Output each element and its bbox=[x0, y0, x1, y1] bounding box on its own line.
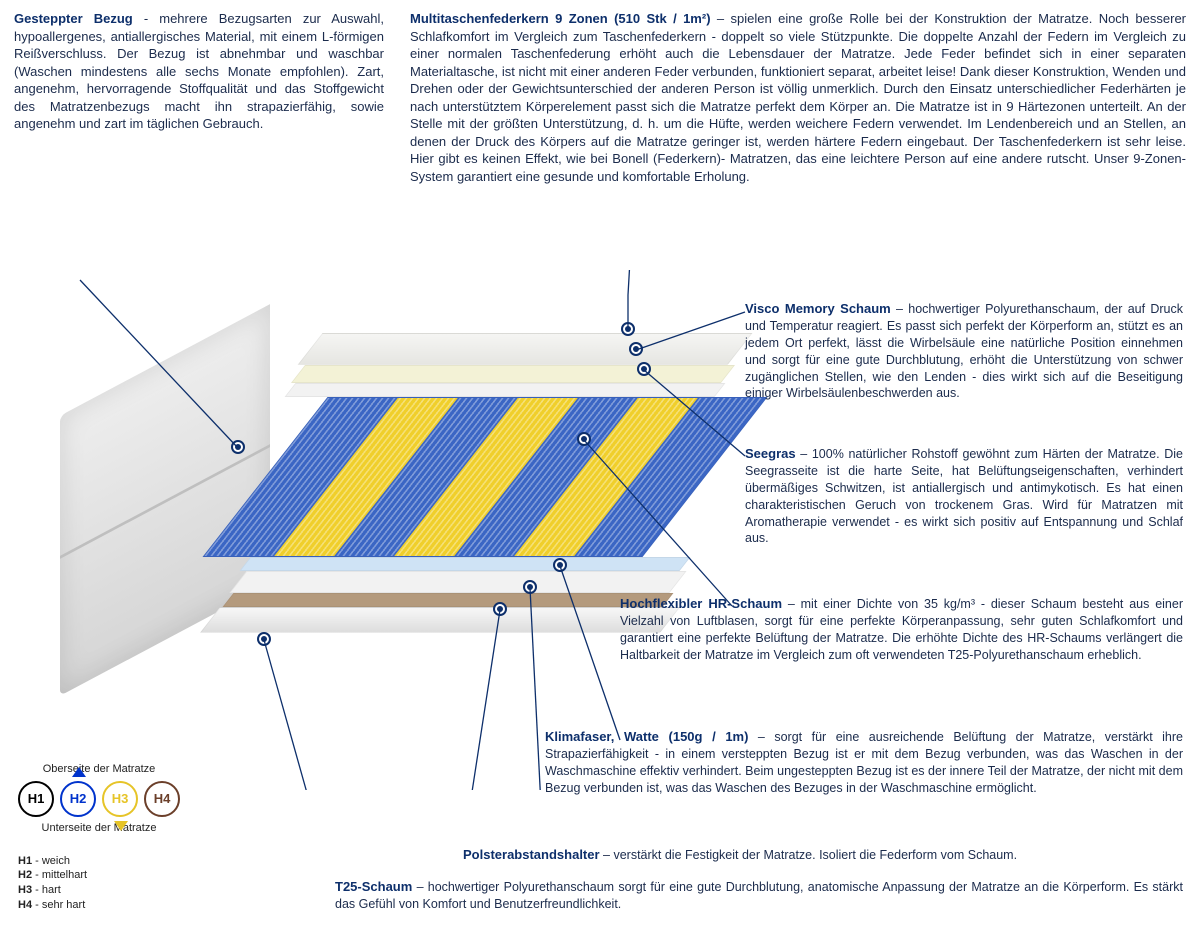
mattress-illustration bbox=[40, 310, 710, 740]
section-heading: Hochflexibler HR-Schaum bbox=[620, 596, 782, 611]
section-heading: T25-Schaum bbox=[335, 879, 412, 894]
legend-key-row: H1 - weich bbox=[18, 854, 180, 869]
top-left-block: Gesteppter Bezug - mehrere Bezugsarten z… bbox=[14, 10, 384, 185]
top-right-text: spielen eine große Rolle bei der Konstru… bbox=[410, 11, 1186, 184]
top-right-heading: Multitaschenfederkern 9 Zonen (510 Stk /… bbox=[410, 11, 711, 26]
top-left-text: mehrere Bezugsarten zur Auswahl, hypoall… bbox=[14, 11, 384, 131]
mattress-cover-side bbox=[60, 304, 270, 696]
section-sep: – bbox=[412, 880, 427, 894]
section-polster: Polsterabstandshalter – verstärkt die Fe… bbox=[463, 846, 1183, 864]
layer-hr-foam bbox=[229, 571, 686, 593]
section-sep: – bbox=[891, 302, 909, 316]
pointer-dot bbox=[621, 322, 635, 336]
layer-spacer-top bbox=[285, 383, 726, 397]
legend-circle: H2 bbox=[60, 781, 96, 817]
pointer-dot bbox=[257, 632, 271, 646]
section-sep: – bbox=[782, 597, 801, 611]
section-seegras: Seegras – 100% natürlicher Rohstoff gewö… bbox=[745, 445, 1183, 547]
layer-base bbox=[200, 607, 680, 633]
spring-zone-yellow bbox=[514, 398, 697, 556]
pointer-dot bbox=[637, 362, 651, 376]
spring-zone-yellow bbox=[274, 398, 457, 556]
firmness-legend: Oberseite der Matratze H1H2H3H4 Untersei… bbox=[18, 762, 180, 913]
section-heading: Polsterabstandshalter bbox=[463, 847, 600, 862]
section-text: verstärkt die Festigkeit der Matratze. I… bbox=[613, 848, 1017, 862]
legend-arrow-up-icon bbox=[72, 767, 86, 777]
legend-keys: H1 - weichH2 - mittelhartH3 - hartH4 - s… bbox=[18, 854, 180, 913]
section-visco: Visco Memory Schaum – hochwertiger Polyu… bbox=[745, 300, 1183, 402]
pointer-dot bbox=[231, 440, 245, 454]
legend-circle: H1 bbox=[18, 781, 54, 817]
section-sep: – bbox=[748, 730, 774, 744]
section-heading: Klimafaser, Watte (150g / 1m) bbox=[545, 729, 748, 744]
section-sep: – bbox=[796, 447, 812, 461]
layer-seagrass bbox=[223, 593, 674, 607]
top-text-row: Gesteppter Bezug - mehrere Bezugsarten z… bbox=[14, 10, 1186, 185]
legend-label-top: Oberseite der Matratze bbox=[18, 762, 180, 777]
section-text: hochwertiger Polyurethanschaum sorgt für… bbox=[335, 880, 1183, 911]
legend-circle: H3 bbox=[102, 781, 138, 817]
spring-zone-yellow bbox=[394, 398, 577, 556]
section-heading: Seegras bbox=[745, 446, 796, 461]
top-left-sep: - bbox=[133, 11, 160, 26]
pointer-dot bbox=[577, 432, 591, 446]
section-klima: Klimafaser, Watte (150g / 1m) – sorgt fü… bbox=[545, 728, 1183, 797]
layer-visco-foam bbox=[291, 365, 735, 383]
legend-circles: H1H2H3H4 bbox=[18, 781, 180, 817]
section-sep: – bbox=[600, 848, 614, 862]
section-text: hochwertiger Polyurethanschaum, der auf … bbox=[745, 302, 1183, 400]
top-right-sep: – bbox=[711, 11, 731, 26]
legend-circle: H4 bbox=[144, 781, 180, 817]
pointer-dot bbox=[523, 580, 537, 594]
section-heading: Visco Memory Schaum bbox=[745, 301, 891, 316]
layer-blue-pad bbox=[240, 557, 691, 571]
layer-cover-top bbox=[297, 333, 752, 365]
section-t25: T25-Schaum – hochwertiger Polyurethansch… bbox=[335, 878, 1183, 913]
legend-arrow-down-icon bbox=[114, 821, 128, 831]
diagram-area: Visco Memory Schaum – hochwertiger Polyu… bbox=[0, 270, 1200, 750]
pointer-dot bbox=[553, 558, 567, 572]
pointer-dot bbox=[629, 342, 643, 356]
legend-key-row: H3 - hart bbox=[18, 883, 180, 898]
layer-spring-core bbox=[202, 397, 767, 557]
legend-label-bottom: Unterseite der Matratze bbox=[18, 821, 180, 836]
top-right-block: Multitaschenfederkern 9 Zonen (510 Stk /… bbox=[410, 10, 1186, 185]
pointer-dot bbox=[493, 602, 507, 616]
top-left-heading: Gesteppter Bezug bbox=[14, 11, 133, 26]
legend-key-row: H4 - sehr hart bbox=[18, 898, 180, 913]
section-text: 100% natürlicher Rohstoff gewöhnt zum Hä… bbox=[745, 447, 1183, 545]
section-hr: Hochflexibler HR-Schaum – mit einer Dich… bbox=[620, 595, 1183, 664]
legend-key-row: H2 - mittelhart bbox=[18, 868, 180, 883]
